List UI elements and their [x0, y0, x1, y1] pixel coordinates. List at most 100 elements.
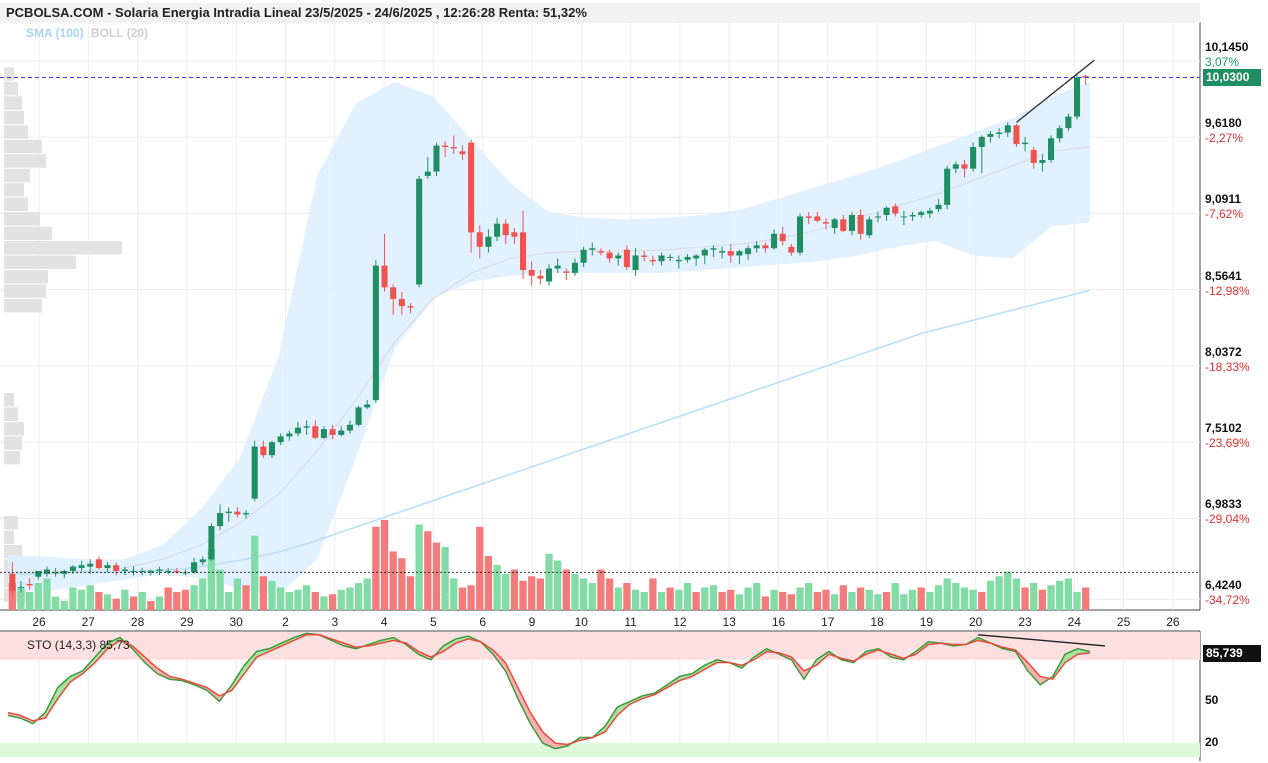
volume-bar — [458, 587, 467, 610]
volume-bar — [917, 587, 925, 610]
x-tick-label: 19 — [919, 615, 934, 629]
volume-bar — [337, 589, 345, 610]
candle-body — [615, 255, 622, 259]
volume-profile-bar — [4, 269, 48, 284]
x-tick-label: 17 — [821, 615, 835, 629]
volume-bar — [34, 583, 42, 610]
price-level-percent: -18,33% — [1205, 359, 1250, 374]
price-level-percent: 3,07% — [1205, 54, 1240, 69]
candle-body — [173, 570, 180, 573]
volume-bar — [1030, 583, 1038, 610]
candle-body — [329, 429, 336, 435]
volume-bar — [380, 520, 389, 610]
volume-bar — [770, 589, 778, 610]
x-tick-label: 6 — [479, 615, 487, 629]
volume-bar — [986, 580, 995, 610]
price-trend-line — [1015, 59, 1095, 123]
candle-body — [424, 171, 431, 176]
boll-legend[interactable]: BOLL (20) — [90, 26, 149, 40]
candle-body — [788, 246, 795, 253]
candle-body — [684, 256, 691, 260]
candle-body — [675, 259, 682, 262]
volume-bar — [251, 535, 259, 610]
volume-bar — [554, 560, 562, 610]
bollinger-mid — [7, 146, 1091, 575]
volume-profile-bar — [4, 421, 24, 436]
candle-body — [9, 573, 16, 592]
volume-bar — [60, 601, 68, 610]
volume-bar — [328, 594, 337, 610]
volume-bar — [112, 598, 120, 610]
x-tick-label: 28 — [130, 615, 145, 629]
candle-body — [589, 248, 596, 250]
x-tick-label: 18 — [870, 615, 884, 629]
candle-body — [43, 569, 50, 574]
volume-bar — [761, 596, 770, 610]
sto-tick-label: 50 — [1205, 693, 1219, 708]
candle-body — [710, 248, 717, 250]
candle-body — [554, 265, 561, 269]
candle-body — [866, 219, 873, 236]
volume-bar — [657, 592, 666, 610]
candle-body — [52, 572, 59, 574]
volume-bar — [181, 589, 190, 610]
sma-legend[interactable]: SMA (100) — [26, 26, 84, 40]
volume-bar — [354, 583, 363, 610]
candle-body — [225, 511, 232, 514]
candle-body — [459, 151, 466, 155]
volume-bar — [173, 592, 181, 610]
x-tick-label: 26 — [1166, 615, 1180, 629]
candle-body — [1013, 125, 1020, 145]
sto-fill-segment — [505, 662, 518, 699]
candle-body — [442, 145, 449, 147]
volume-bar — [103, 594, 112, 610]
volume-bar — [450, 578, 458, 610]
volume-bar — [995, 576, 1003, 610]
candle-body — [398, 298, 405, 307]
volume-bar — [536, 578, 544, 610]
x-tick-label: 12 — [673, 615, 687, 629]
volume-bar — [216, 569, 224, 610]
candle-body — [243, 513, 250, 515]
candle-body — [1022, 142, 1029, 145]
volume-bar — [623, 583, 631, 610]
volume-bar — [1012, 578, 1021, 610]
candle-body — [104, 565, 111, 569]
volume-bar — [320, 596, 328, 610]
candle-body — [286, 433, 293, 437]
volume-profile-bar — [4, 544, 22, 559]
candle-body — [485, 236, 492, 247]
volume-bar — [1047, 585, 1055, 610]
volume-bar — [709, 585, 718, 610]
candle-body — [745, 248, 752, 255]
x-tick-label: 9 — [528, 615, 536, 629]
x-tick-label: 20 — [969, 615, 983, 629]
candle-body — [450, 146, 457, 149]
volume-bar — [199, 578, 207, 610]
volume-bar — [779, 592, 787, 610]
volume-bar — [43, 578, 51, 610]
volume-bar — [831, 594, 839, 610]
candle-body — [407, 306, 414, 308]
candle-body — [87, 563, 94, 567]
candle-body — [580, 249, 587, 263]
candle-body — [320, 429, 327, 438]
candle-body — [390, 287, 397, 299]
volume-bar — [605, 578, 614, 610]
volume-bar — [692, 592, 700, 610]
sto-fill-segment — [95, 643, 108, 663]
volume-bar — [822, 589, 830, 610]
candle-body — [978, 136, 985, 147]
candle-body — [494, 223, 501, 237]
candle-body — [649, 259, 656, 262]
candle-body — [139, 570, 146, 572]
volume-bar — [882, 592, 891, 610]
current-price-badge: 10,0300 — [1203, 69, 1261, 86]
candle-body — [528, 269, 535, 276]
candle-body — [1004, 125, 1011, 133]
candle-body — [597, 251, 604, 253]
volume-bar — [268, 580, 276, 610]
volume-bar — [17, 587, 25, 610]
price-level-label: 9,0911 — [1205, 192, 1242, 207]
